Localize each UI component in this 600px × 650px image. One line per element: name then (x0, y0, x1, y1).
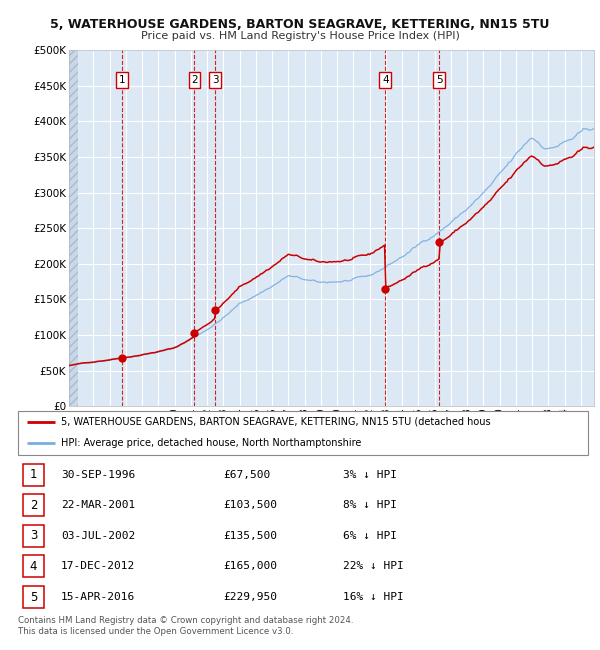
Text: 4: 4 (382, 75, 389, 85)
Text: 5, WATERHOUSE GARDENS, BARTON SEAGRAVE, KETTERING, NN15 5TU (detached hous: 5, WATERHOUSE GARDENS, BARTON SEAGRAVE, … (61, 417, 490, 427)
Bar (23, 556, 44, 577)
Text: 1: 1 (119, 75, 125, 85)
Bar (23, 495, 44, 516)
Text: 5, WATERHOUSE GARDENS, BARTON SEAGRAVE, KETTERING, NN15 5TU: 5, WATERHOUSE GARDENS, BARTON SEAGRAVE, … (50, 18, 550, 31)
Text: Contains HM Land Registry data © Crown copyright and database right 2024.
This d: Contains HM Land Registry data © Crown c… (18, 616, 353, 636)
Text: 22% ↓ HPI: 22% ↓ HPI (343, 562, 404, 571)
Text: 1: 1 (29, 468, 37, 481)
Text: £229,950: £229,950 (223, 592, 277, 602)
Text: Price paid vs. HM Land Registry's House Price Index (HPI): Price paid vs. HM Land Registry's House … (140, 31, 460, 41)
Text: 2: 2 (29, 499, 37, 512)
Text: 6% ↓ HPI: 6% ↓ HPI (343, 531, 397, 541)
Bar (23, 525, 44, 547)
Text: 30-SEP-1996: 30-SEP-1996 (61, 470, 135, 480)
Text: 3% ↓ HPI: 3% ↓ HPI (343, 470, 397, 480)
Text: 5: 5 (30, 590, 37, 603)
Bar (23, 586, 44, 608)
Text: 17-DEC-2012: 17-DEC-2012 (61, 562, 135, 571)
Text: £135,500: £135,500 (223, 531, 277, 541)
Text: £165,000: £165,000 (223, 562, 277, 571)
Text: £103,500: £103,500 (223, 500, 277, 510)
Text: 3: 3 (30, 529, 37, 542)
Text: 3: 3 (212, 75, 218, 85)
Text: 8% ↓ HPI: 8% ↓ HPI (343, 500, 397, 510)
Bar (23, 464, 44, 486)
Text: 4: 4 (29, 560, 37, 573)
Text: 16% ↓ HPI: 16% ↓ HPI (343, 592, 404, 602)
Text: £67,500: £67,500 (223, 470, 271, 480)
Text: 22-MAR-2001: 22-MAR-2001 (61, 500, 135, 510)
Text: 03-JUL-2002: 03-JUL-2002 (61, 531, 135, 541)
Text: 5: 5 (436, 75, 443, 85)
Text: 2: 2 (191, 75, 198, 85)
Text: HPI: Average price, detached house, North Northamptonshire: HPI: Average price, detached house, Nort… (61, 437, 361, 448)
Text: 15-APR-2016: 15-APR-2016 (61, 592, 135, 602)
